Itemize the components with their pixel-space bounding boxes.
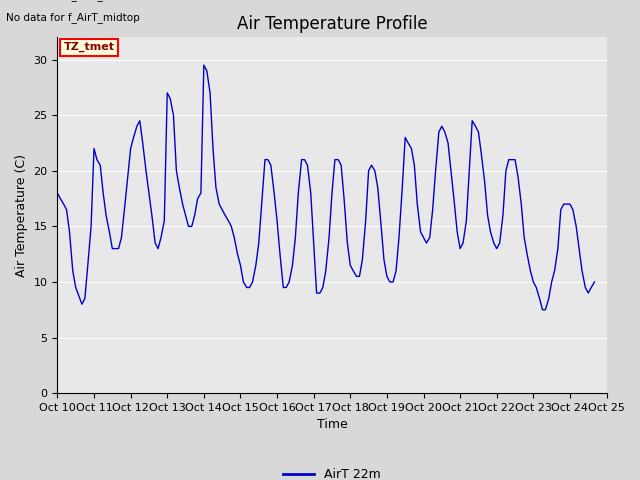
X-axis label: Time: Time [317, 419, 348, 432]
Title: Air Temperature Profile: Air Temperature Profile [237, 15, 428, 33]
Text: No data for f_AirT_midtop: No data for f_AirT_midtop [6, 12, 140, 23]
Text: No data for f_AirT_midlow: No data for f_AirT_midlow [6, 0, 141, 1]
Y-axis label: Air Temperature (C): Air Temperature (C) [15, 154, 28, 277]
Text: TZ_tmet: TZ_tmet [64, 42, 115, 52]
Legend: AirT 22m: AirT 22m [278, 464, 386, 480]
